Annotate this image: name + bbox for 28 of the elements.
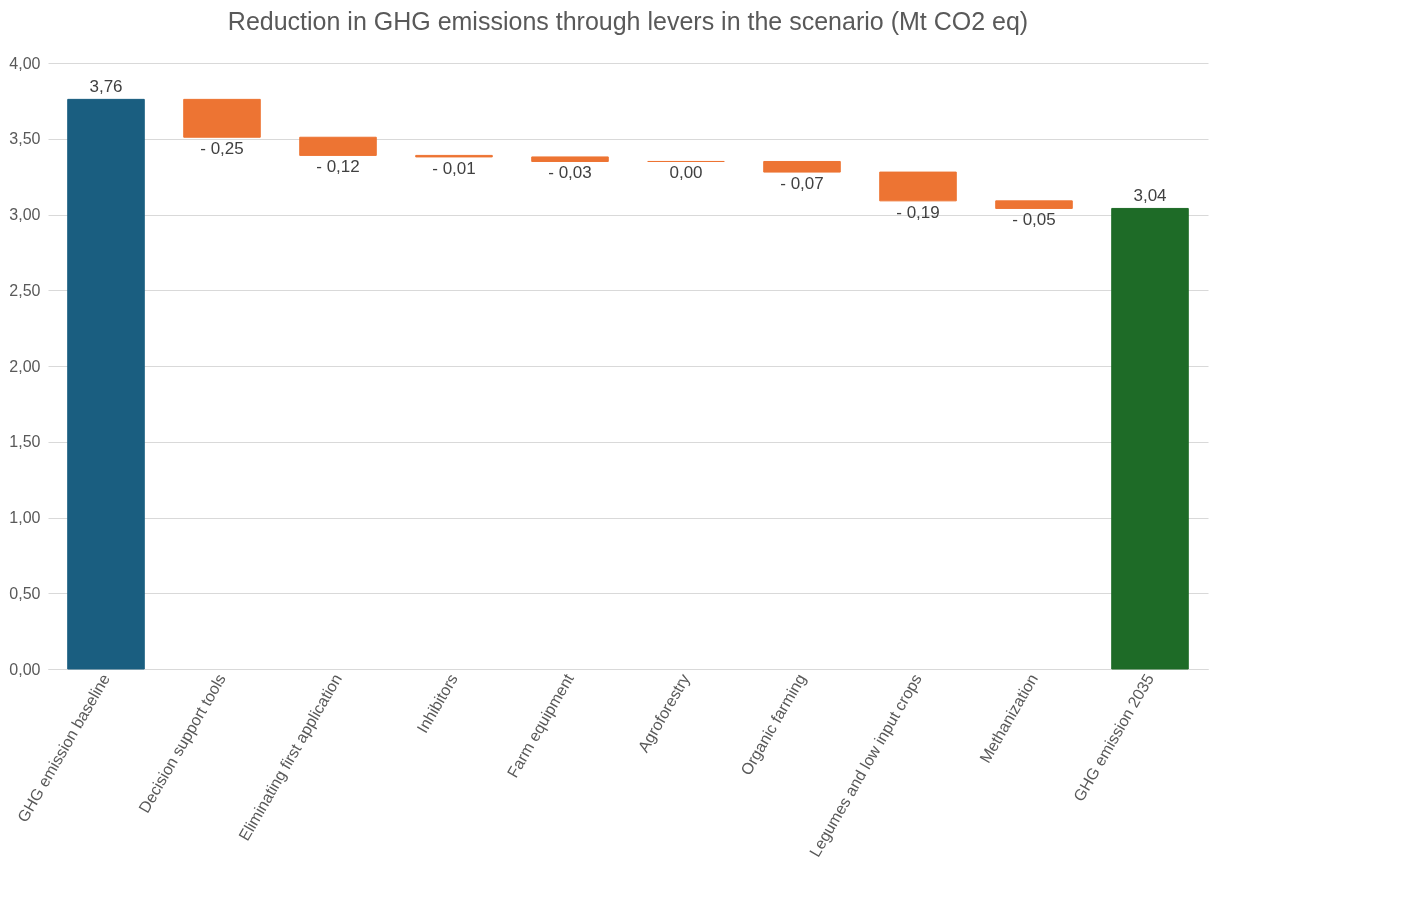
- y-tick-label: 2,50: [9, 281, 41, 299]
- y-tick-label: 2,00: [9, 357, 41, 375]
- y-tick-label: 1,00: [9, 509, 41, 526]
- data-label: 3,04: [1133, 186, 1167, 206]
- bar: [299, 136, 377, 156]
- data-label: - 0,07: [780, 174, 824, 194]
- y-tick-label: 3,50: [9, 130, 41, 148]
- y-tick-label: 1,50: [9, 433, 41, 451]
- data-label: 3,76: [89, 77, 123, 97]
- bar: [995, 200, 1073, 209]
- bar: [183, 98, 261, 138]
- y-tick-label: 0,00: [9, 660, 41, 678]
- chart-title: Reduction in GHG emissions through levers in the scenario (Mt CO2 eq): [227, 7, 1029, 35]
- bar: [67, 98, 145, 670]
- y-tick-label: 0,50: [9, 584, 41, 602]
- data-label: - 0,25: [200, 139, 244, 159]
- bar: [879, 171, 957, 202]
- data-label: 0,00: [669, 163, 703, 183]
- y-tick-label: 4,00: [9, 54, 41, 72]
- y-tick-label: 3,00: [9, 206, 41, 223]
- data-label: - 0,12: [316, 157, 360, 177]
- bar: [531, 156, 609, 162]
- data-label: - 0,19: [896, 202, 940, 222]
- data-label: - 0,01: [432, 158, 476, 178]
- bar: [763, 160, 841, 173]
- data-label: - 0,03: [548, 163, 592, 183]
- data-label: - 0,05: [1012, 210, 1056, 230]
- bar: [1111, 207, 1189, 670]
